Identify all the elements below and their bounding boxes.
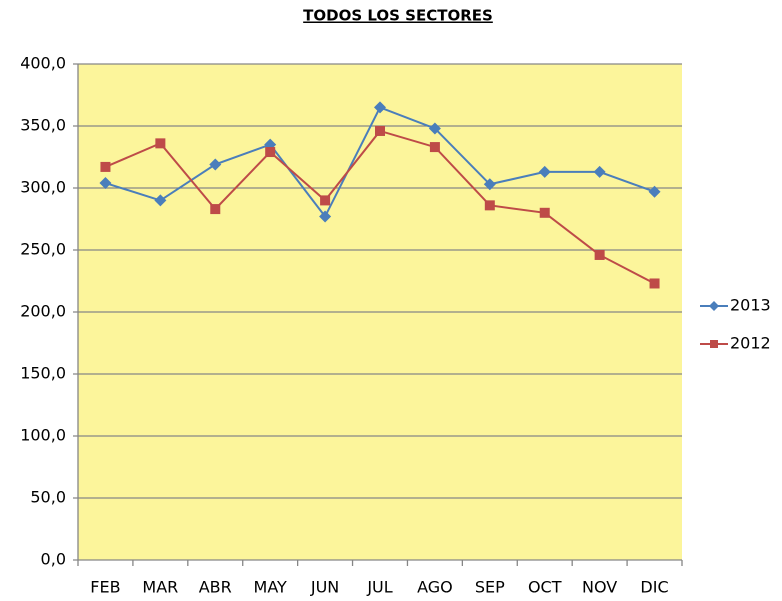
y-tick-label: 0,0 [41, 550, 66, 569]
y-tick-label: 250,0 [20, 240, 66, 259]
y-tick-label: 100,0 [20, 426, 66, 445]
x-tick-label: MAR [142, 578, 178, 597]
marker [593, 165, 606, 178]
marker [209, 158, 222, 171]
x-tick-label: NOV [582, 578, 617, 597]
marker [594, 249, 605, 260]
chart-title: TODOS LOS SECTORES [303, 7, 493, 25]
marker [428, 122, 441, 135]
marker [648, 185, 661, 198]
marker [484, 200, 495, 211]
marker [154, 194, 167, 207]
x-tick-label: JUN [310, 578, 339, 597]
x-tick-label: OCT [528, 578, 562, 597]
legend-marker [709, 301, 719, 311]
marker [265, 147, 276, 158]
y-tick-label: 350,0 [20, 116, 66, 135]
x-tick-label: DIC [640, 578, 668, 597]
y-tick-label: 50,0 [30, 488, 66, 507]
marker [649, 278, 660, 289]
legend-label: 2013 [730, 296, 771, 315]
y-tick-label: 200,0 [20, 302, 66, 321]
legend-label: 2012 [730, 334, 771, 353]
x-tick-label: SEP [475, 578, 505, 597]
marker [483, 178, 496, 191]
y-tick-label: 300,0 [20, 178, 66, 197]
marker [99, 177, 112, 190]
y-tick-label: 400,0 [20, 54, 66, 73]
y-tick-label: 150,0 [20, 364, 66, 383]
marker [538, 165, 551, 178]
marker [375, 125, 385, 136]
x-tick-label: MAY [254, 578, 288, 597]
marker [374, 101, 386, 114]
marker [320, 195, 331, 206]
x-tick-label: AGO [417, 578, 453, 597]
legend-marker [710, 340, 718, 348]
marker [319, 210, 332, 223]
marker [539, 207, 550, 218]
x-tick-label: ABR [199, 578, 232, 597]
marker [210, 204, 221, 215]
x-tick-label: JUL [366, 578, 392, 597]
x-tick-label: FEB [90, 578, 120, 597]
marker [429, 142, 440, 153]
marker [100, 161, 111, 172]
marker [155, 138, 166, 149]
